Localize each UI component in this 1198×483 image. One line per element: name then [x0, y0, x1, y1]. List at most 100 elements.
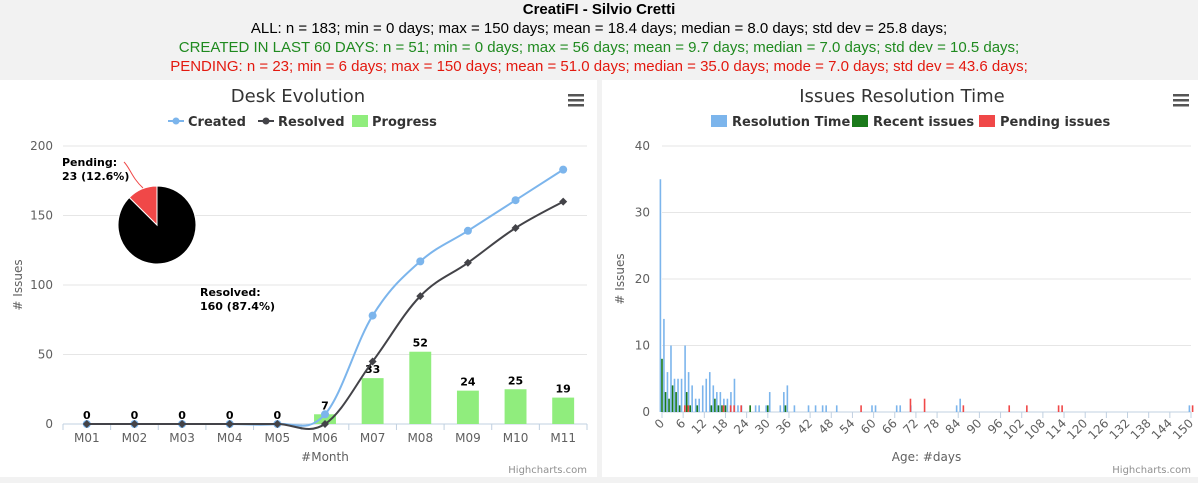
recent-issues-bar[interactable] [689, 405, 692, 412]
resolution-time-bar[interactable] [959, 398, 961, 412]
pending-issues-bar[interactable] [722, 405, 725, 412]
recent-issues-bar[interactable] [721, 405, 723, 412]
pending-issues-bar[interactable] [1061, 405, 1063, 412]
resolved-point[interactable] [463, 258, 472, 267]
resolution-time-bar[interactable] [708, 372, 711, 412]
created-point[interactable] [511, 196, 520, 205]
pending-issues-bar[interactable] [740, 405, 742, 412]
pending-issues-bar[interactable] [729, 405, 732, 412]
resolution-time-bar[interactable] [712, 385, 715, 412]
resolution-time-bar[interactable] [737, 405, 739, 412]
progress-bar[interactable] [314, 414, 336, 424]
resolution-time-bar[interactable] [705, 378, 708, 412]
resolution-time-bar[interactable] [670, 345, 672, 413]
progress-bar[interactable] [409, 351, 432, 424]
resolution-time-bar[interactable] [666, 372, 669, 412]
pending-issues-bar[interactable] [1057, 405, 1060, 412]
resolution-time-bar[interactable] [733, 378, 736, 412]
created-point[interactable] [368, 311, 377, 320]
recent-issues-bar[interactable] [678, 405, 681, 412]
resolved-point[interactable] [178, 420, 187, 428]
created-point[interactable] [416, 257, 425, 266]
resolution-time-bar[interactable] [754, 405, 757, 412]
resolved-point[interactable] [225, 420, 234, 428]
resolution-time-bar[interactable] [684, 345, 686, 413]
resolved-line[interactable] [86, 200, 564, 430]
progress-bar[interactable] [552, 397, 575, 424]
pending-issues-bar[interactable] [923, 398, 926, 412]
chart-menu-icon[interactable] [568, 94, 584, 107]
resolution-time-bar[interactable] [825, 405, 827, 412]
pending-issues-bar[interactable] [1008, 405, 1011, 412]
resolution-time-bar[interactable] [680, 378, 683, 412]
resolution-time-bar[interactable] [783, 392, 785, 412]
resolution-time-bar[interactable] [730, 392, 732, 412]
resolution-time-bar[interactable] [716, 392, 718, 412]
pending-issues-bar[interactable] [860, 405, 862, 412]
resolution-time-bar[interactable] [659, 179, 662, 412]
resolution-time-bar[interactable] [786, 385, 789, 412]
created-point[interactable] [463, 226, 472, 235]
pending-issues-bar[interactable] [962, 405, 965, 412]
resolution-time-bar[interactable] [821, 405, 824, 412]
resolution-time-bar[interactable] [779, 405, 782, 412]
resolution-time-bar[interactable] [726, 398, 729, 412]
resolution-time-bar[interactable] [871, 405, 873, 412]
recent-issues-bar[interactable] [724, 405, 727, 412]
resolved-point[interactable] [130, 420, 139, 428]
resolution-time-bar[interactable] [673, 378, 676, 412]
progress-bar[interactable] [504, 389, 527, 424]
resolution-time-bar[interactable] [698, 398, 700, 412]
recent-issues-bar[interactable] [710, 405, 713, 412]
recent-issues-bar[interactable] [685, 392, 688, 412]
recent-issues-bar[interactable] [696, 405, 699, 412]
resolution-time-bar[interactable] [765, 405, 767, 412]
resolution-time-bar[interactable] [768, 392, 771, 412]
resolution-time-bar[interactable] [694, 398, 697, 412]
resolution-time-bar[interactable] [758, 405, 760, 412]
created-point[interactable] [321, 410, 329, 419]
legend-item-created[interactable]: Created [168, 115, 246, 130]
resolved-point[interactable] [416, 292, 425, 301]
resolution-time-bar[interactable] [874, 405, 877, 412]
resolution-time-bar[interactable] [719, 392, 722, 412]
progress-bar[interactable] [456, 390, 479, 424]
resolution-time-bar[interactable] [955, 405, 958, 412]
pending-issues-bar[interactable] [1026, 405, 1028, 412]
resolution-time-bar[interactable] [899, 405, 902, 412]
recent-issues-bar[interactable] [714, 398, 716, 412]
resolved-point[interactable] [511, 224, 520, 233]
resolution-time-bar[interactable] [687, 372, 690, 412]
resolution-time-bar[interactable] [793, 405, 796, 412]
recent-issues-bar[interactable] [671, 385, 674, 412]
recent-issues-bar[interactable] [749, 405, 751, 412]
resolution-time-bar[interactable] [814, 405, 817, 412]
recent-issues-bar[interactable] [668, 398, 670, 412]
recent-issues-bar[interactable] [675, 392, 677, 412]
resolved-point[interactable] [82, 420, 91, 428]
resolution-time-bar[interactable] [663, 318, 665, 412]
resolved-point[interactable] [273, 420, 282, 428]
credits-link[interactable]: Highcharts.com [508, 465, 587, 476]
legend-item-recent-issues[interactable]: Recent issues [852, 115, 974, 130]
chart-menu-icon[interactable] [1173, 94, 1189, 107]
progress-bar[interactable] [361, 378, 384, 424]
recent-issues-bar[interactable] [767, 405, 769, 412]
pending-issues-bar[interactable] [1191, 405, 1194, 412]
legend-item-progress[interactable]: Progress [352, 115, 437, 130]
recent-issues-bar[interactable] [664, 392, 667, 412]
resolution-time-bar[interactable] [677, 378, 679, 412]
resolution-time-bar[interactable] [895, 405, 898, 412]
recent-issues-bar[interactable] [717, 405, 720, 412]
resolved-point[interactable] [368, 357, 377, 366]
pending-issues-bar[interactable] [909, 398, 912, 412]
pending-issues-bar[interactable] [733, 405, 735, 412]
resolution-time-bar[interactable] [1188, 405, 1191, 412]
created-point[interactable] [559, 165, 568, 174]
pie-slice-pending[interactable] [128, 185, 158, 227]
pending-issues-bar[interactable] [687, 405, 690, 412]
pending-issues-bar[interactable] [683, 405, 686, 412]
legend-item-resolution-time[interactable]: Resolution Time [711, 115, 850, 130]
credits-link[interactable]: Highcharts.com [1112, 465, 1191, 476]
legend-item-pending-issues[interactable]: Pending issues [979, 115, 1110, 130]
